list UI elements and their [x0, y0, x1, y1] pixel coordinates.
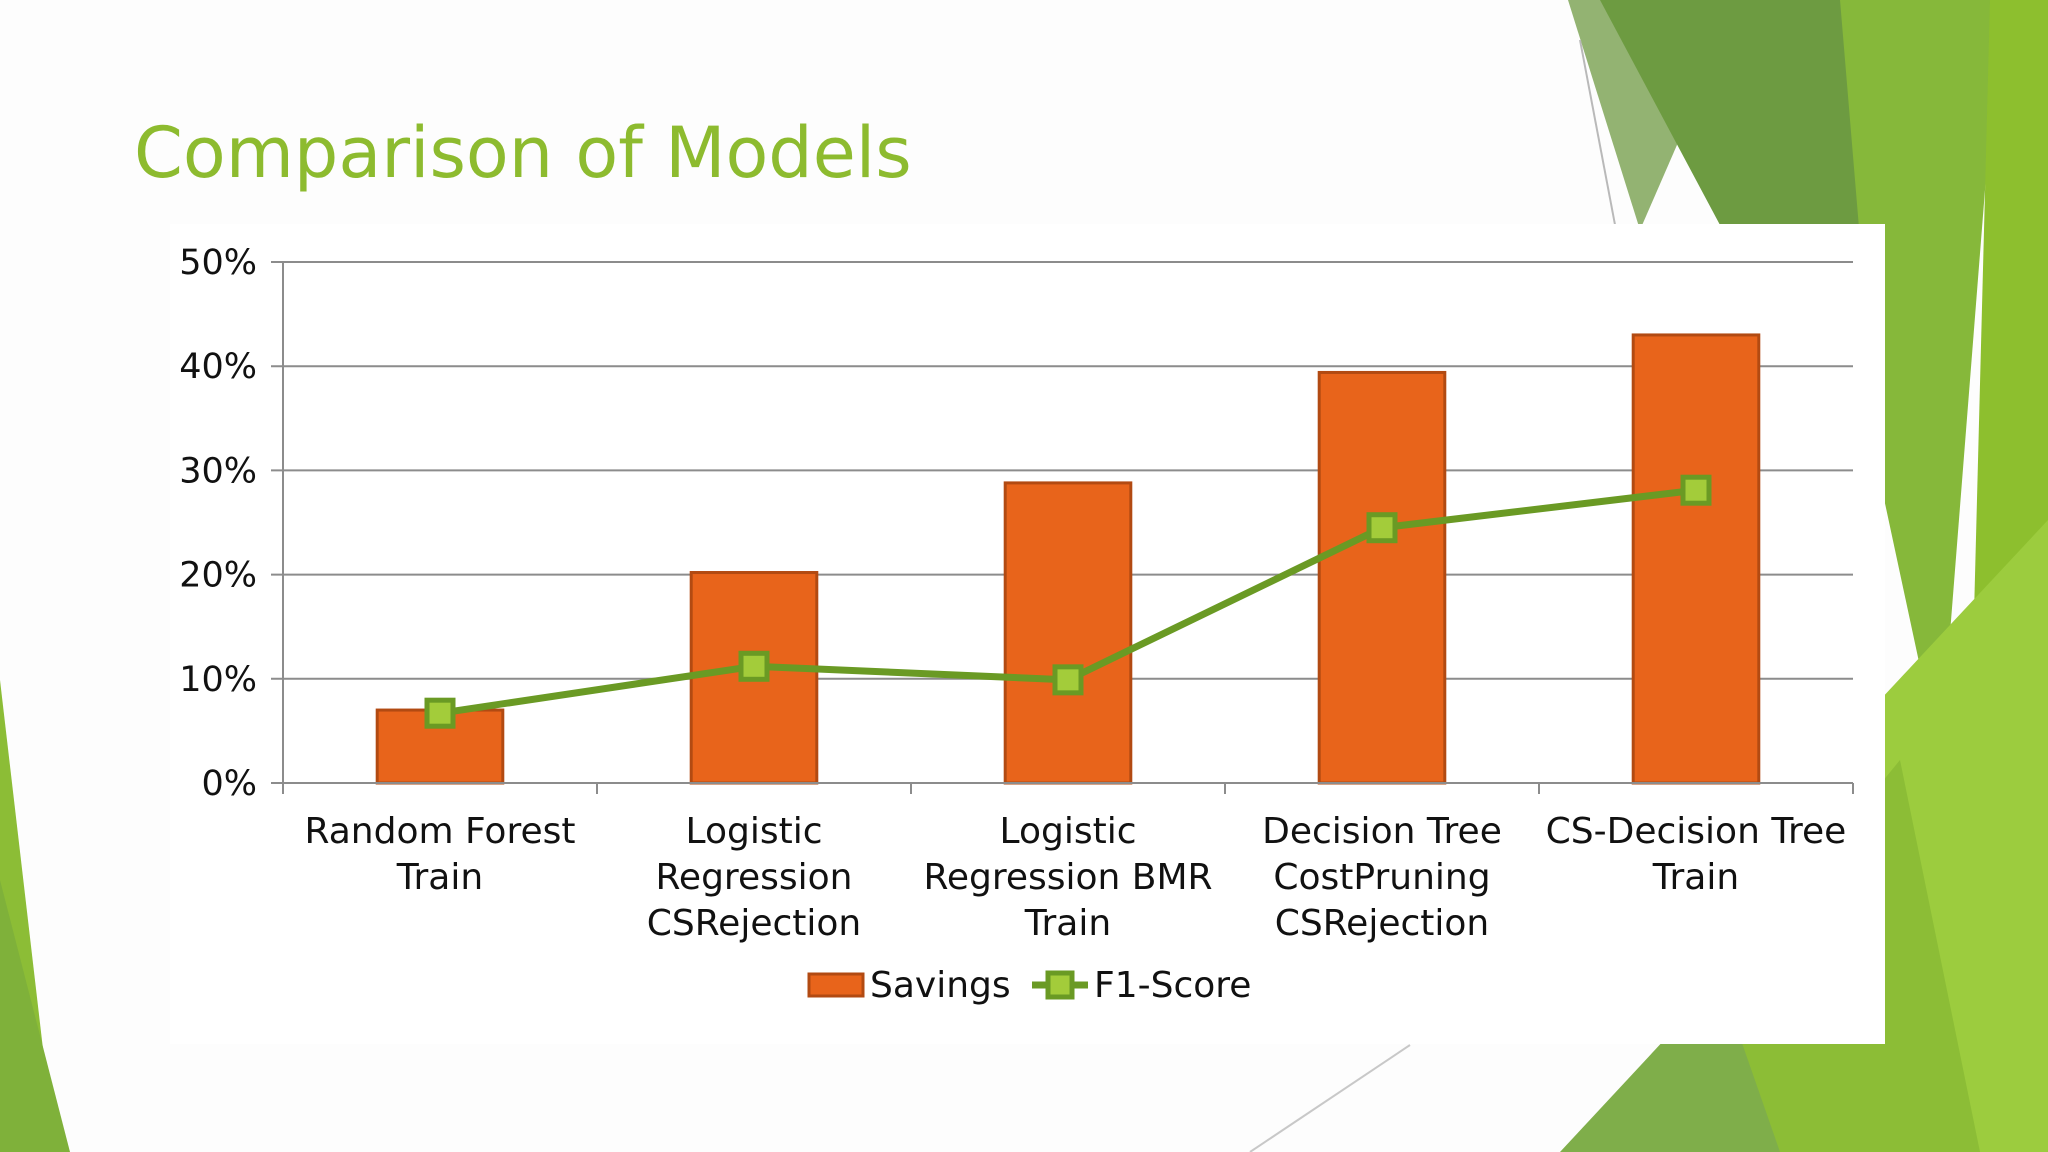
marker-f1-score [1366, 512, 1398, 544]
deco-shard [1600, 0, 1880, 560]
legend-swatch-savings [807, 972, 865, 998]
marker-f1-score [424, 697, 456, 729]
bar-savings [1317, 370, 1447, 785]
y-tick-label: 0% [201, 764, 257, 804]
marker-f1-score [1052, 664, 1084, 696]
deco-line [1579, 39, 1617, 231]
y-tick-label: 40% [179, 347, 257, 387]
x-category-label: Decision Tree CostPruning CSRejection [1262, 811, 1502, 944]
legend-marker-f1-score [1045, 970, 1075, 1000]
y-tick-label: 30% [179, 451, 257, 491]
legend-label-f1-score: F1-Score [1094, 965, 1251, 1006]
marker-f1-score [738, 650, 770, 682]
legend-label-savings: Savings [870, 965, 1011, 1006]
combo-chart: 0% 10% 20% 30% 40% 50% Random Forest Train Logis… [179, 243, 1854, 1006]
y-tick-label: 10% [179, 660, 257, 700]
x-category-label: Logistic Regression BMR Train [923, 811, 1212, 944]
bar-savings [1003, 481, 1133, 785]
x-category-label: Random Forest Train [305, 811, 576, 898]
deco-shard [1840, 0, 2000, 760]
x-category-label: CS-Decision Tree Train [1546, 811, 1847, 898]
x-category-label: Logistic Regression CSRejection [647, 811, 861, 944]
marker-f1-score [1680, 474, 1712, 506]
deco-shard [0, 880, 70, 1152]
y-tick-label: 20% [179, 556, 257, 596]
deco-line [1249, 1044, 1411, 1152]
y-tick-label: 50% [179, 243, 257, 283]
bar-savings [1631, 333, 1761, 785]
slide-title: Comparison of Models [134, 112, 912, 194]
chart-panel: 0% 10% 20% 30% 40% 50% Random Forest Train Logis… [170, 224, 1885, 1044]
